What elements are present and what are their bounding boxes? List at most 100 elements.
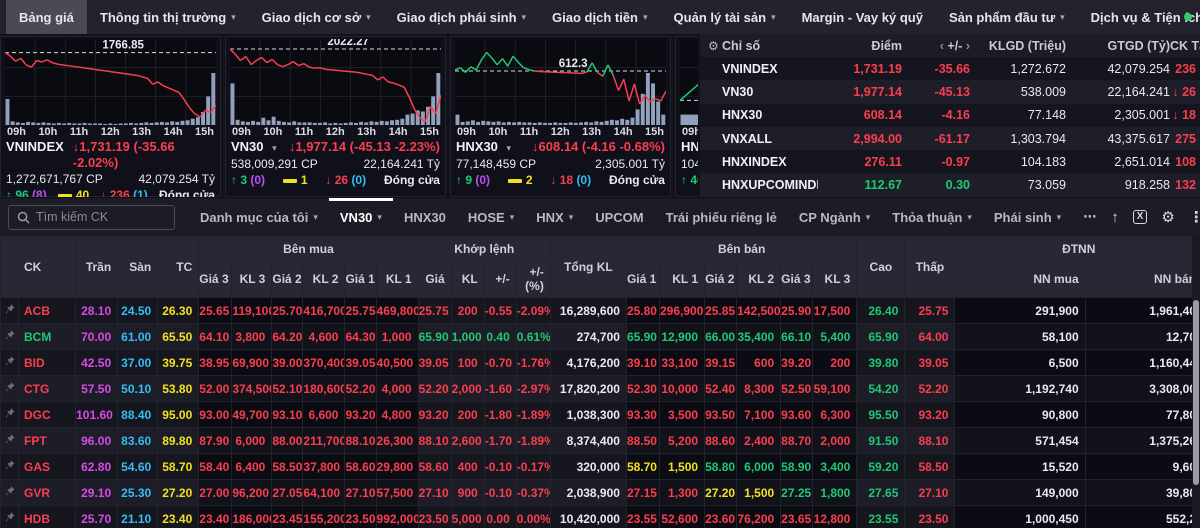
ticker-cell[interactable]: FPT <box>18 427 77 454</box>
excel-export-icon[interactable]: X <box>1132 210 1148 224</box>
subcol-g3[interactable]: Giá 3 <box>780 260 814 298</box>
index-row-hnxupcomindex[interactable]: HNXUPCOMINDEX 112.67 0.30 73.059 918.258↑ 15… <box>700 173 1200 197</box>
ticker-cell[interactable]: GAS <box>18 453 77 480</box>
tab-ph-i-sinh[interactable]: Phái sinh ▾ <box>983 198 1072 237</box>
stock-row-ctg[interactable]: CTG 57.50 50.10 53.80 52.00 374,500 52.10 180,6… <box>0 375 1200 402</box>
pin-cell[interactable] <box>0 505 20 528</box>
subcol-g2[interactable]: Giá 2 <box>704 260 738 298</box>
tab-hose[interactable]: HOSE ▾ <box>457 198 525 237</box>
index-row-vn30[interactable]: VN30 1,977.14 -45.13 538.009 22,164.241↑ 31↓… <box>700 80 1200 104</box>
index-row-vnindex[interactable]: VNINDEX 1,731.19 -35.66 1,272.672 42,079.254… <box>700 57 1200 80</box>
subcol-k2[interactable]: KL 2 <box>302 260 346 298</box>
pin-cell[interactable] <box>0 297 20 324</box>
cell-s-kl3: 5,400 <box>812 323 858 350</box>
index-row-hnxindex[interactable]: HNXINDEX 276.11 -0.97 104.183 2,651.014↑ 466… <box>700 150 1200 173</box>
search-input[interactable] <box>36 210 166 224</box>
stock-row-hdb[interactable]: HDB 25.70 21.10 23.40 23.40 186,000 23.45 155,2… <box>0 505 1200 528</box>
pin-cell[interactable] <box>0 401 20 428</box>
subcol-k1[interactable]: KL 1 <box>375 260 419 298</box>
col-tran[interactable]: Trần <box>75 236 119 298</box>
ticker-cell[interactable]: BID <box>18 349 77 376</box>
index-name-dropdown[interactable]: VNINDEX ▾ <box>6 139 73 171</box>
subcol-g[interactable]: Giá <box>417 260 452 298</box>
nav-item-d-ch-v-ti-n-ch[interactable]: Dịch vụ & Tiện ích▾ <box>1078 0 1200 34</box>
stock-row-bcm[interactable]: BCM 70.00 61.00 65.50 64.10 3,800 64.20 4,600 64… <box>0 323 1200 350</box>
nav-item-giao-d-ch-c-s[interactable]: Giao dịch cơ sở ▾ <box>249 0 384 34</box>
col-pin <box>0 236 20 298</box>
tab-hnx30[interactable]: HNX30 <box>393 198 457 237</box>
upload-icon[interactable]: ↑ <box>1111 208 1119 226</box>
subcol-g1[interactable]: Giá 1 <box>344 260 377 298</box>
stock-row-bid[interactable]: BID 42.50 37.00 39.75 38.95 69,900 39.00 370,40… <box>0 349 1200 376</box>
settings-gear-icon[interactable]: ⚙ <box>1161 209 1175 226</box>
subcol-chg[interactable]: +/- <box>483 260 517 298</box>
pin-cell[interactable] <box>0 375 20 402</box>
ticker-cell[interactable]: CTG <box>18 375 77 402</box>
pin-cell[interactable] <box>0 323 20 350</box>
subcol-nn_ban[interactable]: NN bán <box>1084 260 1200 298</box>
nav-item-giao-d-ch-ph-i-sinh[interactable]: Giao dịch phái sinh ▾ <box>384 0 539 34</box>
ticker-cell[interactable]: BCM <box>18 323 77 350</box>
tab-danh-m-c-c-a-t-i[interactable]: Danh mục của tôi ▾ <box>189 198 329 237</box>
nav-item-th-ng-tin-th-tr-ng[interactable]: Thông tin thị trường ▾ <box>87 0 249 34</box>
index-name-dropdown[interactable]: VN30 ▾ <box>231 139 277 154</box>
stock-row-acb[interactable]: ACB 28.10 24.50 26.30 25.65 119,100 25.70 416,7… <box>0 297 1200 324</box>
cell-s-kl2: 8,300 <box>736 375 782 402</box>
subcol-pct[interactable]: +/- (%) <box>515 260 551 298</box>
col-cao[interactable]: Cao <box>856 236 906 298</box>
col-ck[interactable]: CK <box>18 236 77 298</box>
stock-row-dgc[interactable]: DGC 101.60 88.40 95.00 93.00 49,700 93.10 6,600… <box>0 401 1200 428</box>
col-thap[interactable]: Thấp <box>904 236 956 298</box>
ticker-cell[interactable]: ACB <box>18 297 77 324</box>
col-san[interactable]: Sàn <box>117 236 159 298</box>
scrollbar[interactable] <box>1192 236 1200 528</box>
nav-item-b-ng-gi[interactable]: Bảng giá <box>6 0 87 34</box>
col-tong-kl[interactable]: Tổng KL <box>549 236 627 298</box>
scrollbar-thumb[interactable] <box>1193 300 1199 485</box>
pin-cell[interactable] <box>0 479 20 506</box>
tab-vn30[interactable]: VN30 ▾ <box>329 198 393 237</box>
ticker-cell[interactable]: GVR <box>18 479 77 506</box>
index-row-hnx30[interactable]: HNX30 608.14 -4.16 77.148 2,305.001↑ 92↓ 18 <box>700 104 1200 127</box>
index-name-dropdown[interactable]: HNX30 ▾ <box>456 139 512 154</box>
tab-hnx[interactable]: HNX ▾ <box>525 198 584 237</box>
subcol-g2[interactable]: Giá 2 <box>271 260 304 298</box>
index-name: VN30 <box>722 84 754 99</box>
subcol-k2[interactable]: KL 2 <box>736 260 782 298</box>
tab-tr-i-phi-u-ri-ng-l[interactable]: Trái phiếu riêng lẻ <box>655 198 788 237</box>
col-tc[interactable]: TC <box>157 236 200 298</box>
cell-m-pct: 0.00% <box>515 505 551 528</box>
settings-gear-icon[interactable]: ⚙ <box>708 38 719 53</box>
stock-row-gas[interactable]: GAS 62.80 54.60 58.70 58.40 6,400 58.50 37,800 5… <box>0 453 1200 480</box>
subcol-g1[interactable]: Giá 1 <box>625 260 661 298</box>
svg-text:2022.27: 2022.27 <box>327 39 369 48</box>
index-name-dropdown[interactable]: HNXINDEX ▾ <box>681 139 698 154</box>
subcol-k3[interactable]: KL 3 <box>812 260 858 298</box>
tab-upcom[interactable]: UPCOM <box>584 198 654 237</box>
nav-item-s-n-ph-m-u-t[interactable]: Sản phẩm đầu tư ▾ <box>936 0 1078 34</box>
subcol-kl[interactable]: KL <box>450 260 485 298</box>
nav-item-giao-d-ch-ti-n[interactable]: Giao dịch tiền ▾ <box>539 0 661 34</box>
ticker-cell[interactable]: DGC <box>18 401 77 428</box>
svg-text:1766.85: 1766.85 <box>102 40 144 52</box>
pin-cell[interactable] <box>0 349 20 376</box>
tab-cp-ng-nh[interactable]: CP Ngành ▾ <box>788 198 881 237</box>
tab-th-a-thu-n[interactable]: Thỏa thuận ▾ <box>881 198 983 237</box>
col-chg[interactable]: ‹ +/- › <box>939 38 970 53</box>
pin-cell[interactable] <box>0 453 20 480</box>
subcol-k3[interactable]: KL 3 <box>231 260 273 298</box>
subcol-g3[interactable]: Giá 3 <box>198 260 233 298</box>
stock-row-gvr[interactable]: GVR 29.10 25.30 27.20 27.00 96,200 27.05 64,100… <box>0 479 1200 506</box>
cell-tong-kl: 320,000 <box>549 453 627 480</box>
ticker-cell[interactable]: HDB <box>18 505 77 528</box>
search-box[interactable] <box>8 204 175 230</box>
pin-cell[interactable] <box>0 427 20 454</box>
nav-item-qu-n-l-t-i-s-n[interactable]: Quản lý tài sản ▾ <box>661 0 789 34</box>
subcol-nn_mua[interactable]: NN mua <box>954 260 1086 298</box>
tab-item[interactable]: ⋯ <box>1072 198 1107 237</box>
index-row-vnxall[interactable]: VNXALL 2,994.00 -61.17 1,303.794 43,375.617↑… <box>700 126 1200 151</box>
kebab-menu-icon[interactable]: ⋮ <box>1188 209 1200 226</box>
subcol-k1[interactable]: KL 1 <box>658 260 706 298</box>
nav-item-margin-vay-k-qu[interactable]: Margin - Vay ký quỹ <box>789 0 936 34</box>
stock-row-fpt[interactable]: FPT 96.00 83.60 89.80 87.90 6,000 88.00 211,700… <box>0 427 1200 454</box>
